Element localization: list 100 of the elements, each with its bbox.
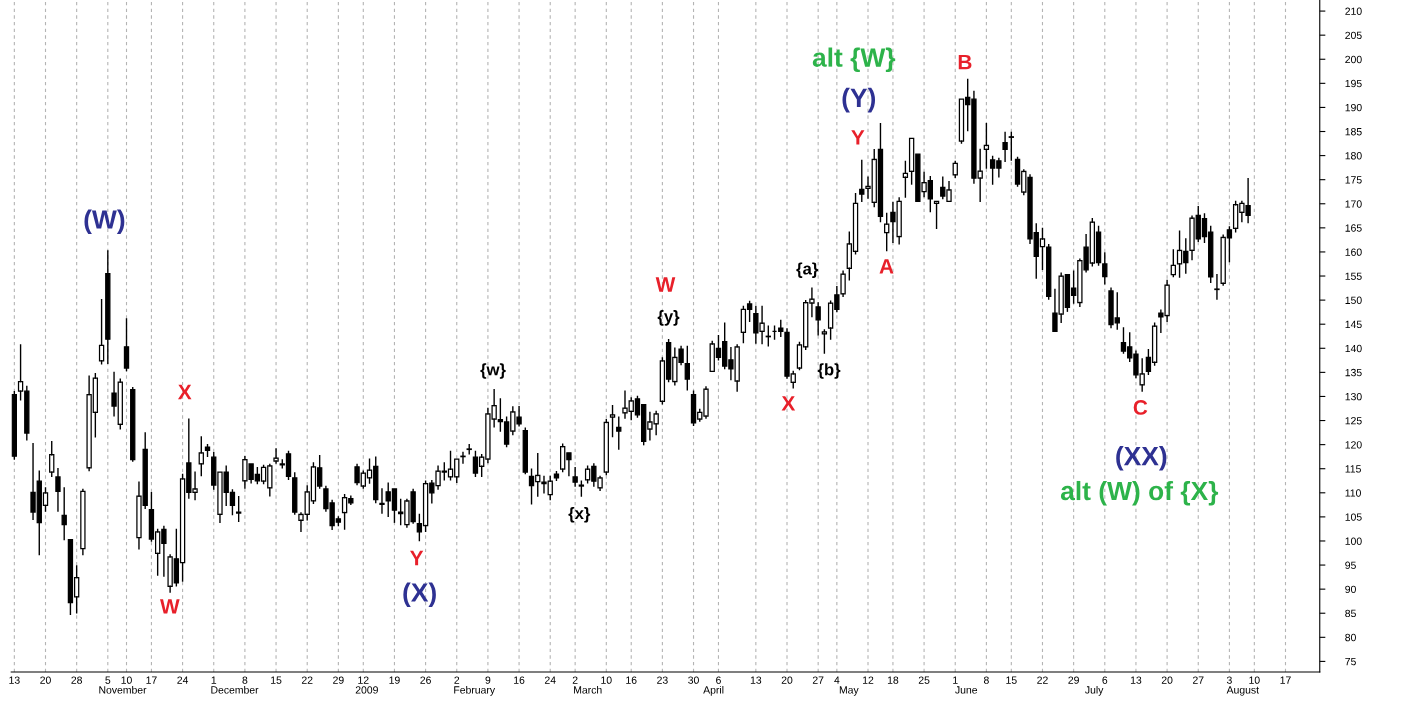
annotation: {w} — [480, 363, 506, 379]
annotation: (Y) — [842, 87, 876, 113]
x-tick-label: 10 — [601, 676, 612, 684]
y-tick-label: 100 — [1345, 537, 1362, 545]
y-tick-label: 95 — [1345, 561, 1356, 569]
x-tick-label: 3 — [1226, 676, 1232, 684]
text: December — [211, 685, 259, 694]
x-tick-label: 24 — [177, 676, 189, 684]
candlestick — [11, 390, 18, 460]
candlestick — [273, 448, 279, 464]
text: November — [99, 685, 147, 694]
annotation: (X) — [403, 582, 436, 608]
candlestick — [522, 427, 528, 473]
candlestick — [684, 345, 690, 391]
x-tick-label: 28 — [71, 676, 82, 684]
x-tick-label: 19 — [389, 676, 400, 684]
x-tick-label: 8 — [983, 676, 989, 684]
candlestick — [1008, 131, 1015, 161]
x-tick-label: 24 — [544, 676, 556, 684]
candlestick — [1002, 131, 1008, 163]
y-tick-label: 195 — [1345, 79, 1362, 88]
y-tick-label: 80 — [1345, 633, 1356, 642]
candlestick — [884, 212, 890, 252]
x-tick-label: 6 — [716, 676, 721, 684]
text: March — [574, 685, 602, 694]
x-tick-label: 1 — [211, 676, 217, 684]
annotation: {a} — [796, 262, 819, 278]
y-tick-label: 165 — [1345, 224, 1362, 232]
text: February — [454, 685, 496, 696]
annotation: X — [781, 396, 796, 411]
annotation: C — [1133, 400, 1148, 415]
x-tick-label: 20 — [40, 676, 51, 684]
x-tick-label: 17 — [146, 676, 157, 684]
y-tick-label: 180 — [1345, 152, 1362, 160]
y-tick-label: 75 — [1345, 658, 1356, 666]
candlestick — [292, 472, 298, 515]
x-tick-label: 27 — [1192, 676, 1204, 684]
y-tick-label: 145 — [1345, 320, 1362, 329]
annotation: alt {W} — [812, 47, 896, 73]
x-tick-label: 13 — [9, 676, 20, 684]
candlestick — [55, 468, 61, 512]
candlestick — [130, 387, 136, 461]
y-tick-label: 160 — [1345, 248, 1362, 256]
y-tick-label: 85 — [1345, 609, 1356, 618]
x-tick-label: 20 — [1161, 676, 1173, 684]
y-tick-label: 110 — [1345, 489, 1361, 497]
text: April — [703, 685, 724, 696]
annotation: (W) — [84, 209, 125, 235]
y-tick-label: 205 — [1345, 31, 1362, 40]
x-tick-label: 2 — [454, 676, 460, 684]
y-tick-label: 135 — [1345, 368, 1362, 377]
candlestick — [609, 404, 616, 438]
annotation: W — [655, 277, 676, 292]
x-tick-label: 18 — [887, 676, 899, 684]
candlestick — [1102, 252, 1108, 285]
x-tick-label: 6 — [1102, 676, 1108, 684]
candlestick — [123, 318, 130, 372]
annotation: (XX) — [1116, 446, 1167, 471]
candlestick — [1214, 273, 1220, 300]
x-tick-label: 10 — [1249, 676, 1260, 684]
text: May — [839, 686, 859, 696]
candlestick — [235, 495, 242, 522]
annotation: {x} — [568, 506, 591, 523]
x-tick-label: 4 — [834, 676, 840, 684]
y-tick-label: 210 — [1345, 7, 1362, 15]
x-tick-label: 22 — [1037, 676, 1048, 684]
candlestick — [553, 470, 560, 481]
y-tick-label: 90 — [1345, 585, 1356, 594]
x-tick-label: 10 — [121, 676, 132, 684]
annotation: {b} — [817, 363, 841, 379]
y-tick-label: 105 — [1345, 513, 1362, 521]
y-tick-label: 150 — [1345, 296, 1362, 304]
x-tick-label: 30 — [688, 676, 699, 684]
annotation: {y} — [657, 310, 680, 326]
candlestick — [198, 436, 204, 477]
candlestick — [572, 467, 578, 487]
y-tick-label: 130 — [1345, 392, 1362, 401]
y-tick-label: 200 — [1345, 55, 1362, 64]
x-tick-label: 23 — [657, 676, 668, 684]
x-tick-label: 1 — [953, 676, 958, 684]
text: August — [1226, 686, 1259, 696]
annotation: X — [177, 384, 192, 400]
x-tick-label: 13 — [750, 676, 762, 684]
x-tick-label: 29 — [1068, 676, 1079, 684]
annotation: W — [160, 599, 180, 614]
x-tick-label: 16 — [514, 676, 525, 684]
y-tick-label: 155 — [1345, 272, 1362, 280]
x-tick-label: 17 — [1280, 676, 1291, 684]
text: July — [1085, 685, 1104, 696]
x-tick-label: 12 — [358, 676, 369, 684]
text: 2009 — [355, 686, 378, 694]
y-tick-label: 120 — [1345, 441, 1362, 449]
x-tick-label: 9 — [485, 676, 491, 684]
x-tick-label: 27 — [812, 676, 824, 684]
x-tick-label: 8 — [242, 676, 248, 684]
y-tick-label: 115 — [1345, 465, 1361, 473]
x-tick-label: 12 — [863, 676, 874, 684]
candlestick — [204, 443, 211, 457]
annotation: alt (W) of {X} — [1060, 480, 1219, 506]
candlestick — [61, 487, 67, 541]
